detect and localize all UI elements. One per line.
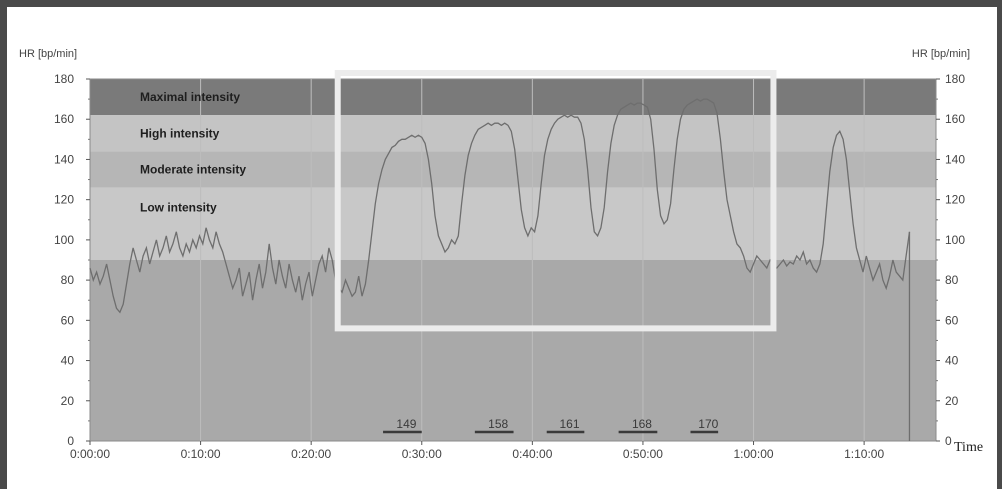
y-tick-label-left: 20 bbox=[61, 394, 75, 408]
y-tick-label-right: 140 bbox=[945, 152, 965, 166]
zone-band bbox=[90, 151, 936, 188]
zone-band bbox=[90, 115, 936, 152]
y-tick-label-left: 80 bbox=[61, 273, 75, 287]
y-tick-label-right: 40 bbox=[945, 354, 959, 368]
y-tick-label-right: 160 bbox=[945, 112, 965, 126]
x-tick-label: 1:00:00 bbox=[734, 447, 774, 461]
y-tick-label-left: 40 bbox=[61, 354, 75, 368]
interval-highlight bbox=[334, 70, 777, 332]
x-tick-label: 0:20:00 bbox=[291, 447, 331, 461]
interval-label: 149 bbox=[396, 417, 416, 431]
zone-band bbox=[90, 187, 936, 260]
x-tick-label: 0:30:00 bbox=[402, 447, 442, 461]
x-tick-label: 0:40:00 bbox=[512, 447, 552, 461]
zone-label: High intensity bbox=[140, 126, 220, 140]
interval-label: 168 bbox=[632, 417, 652, 431]
heart-rate-chart: Maximal intensity High intensity Moderate … bbox=[19, 48, 983, 461]
y-tick-label-left: 160 bbox=[54, 112, 74, 126]
y-tick-label-left: 120 bbox=[54, 193, 74, 207]
y-tick-label-left: 0 bbox=[67, 434, 74, 448]
y-tick-label-right: 0 bbox=[945, 434, 952, 448]
intensity-zones bbox=[89, 78, 937, 442]
axes: 0 0 20 20 40 40 60 60 80 80 100 100 120 120 140 140 160 1… bbox=[54, 72, 965, 461]
y-axis-label-left: HR [bp/min] bbox=[19, 48, 77, 60]
y-tick-label-left: 180 bbox=[54, 72, 74, 86]
y-tick-label-right: 100 bbox=[945, 233, 965, 247]
vertical-gridlines bbox=[200, 79, 865, 441]
zone-label: Low intensity bbox=[140, 201, 217, 215]
zone-band bbox=[90, 79, 936, 116]
y-tick-label-left: 100 bbox=[54, 233, 74, 247]
interval-label: 161 bbox=[560, 417, 580, 431]
zone-labels: Maximal intensity High intensity Moderate … bbox=[140, 90, 246, 215]
below-zone-band bbox=[90, 260, 936, 441]
x-axis-label: Time bbox=[954, 440, 983, 455]
y-tick-label-right: 60 bbox=[945, 313, 959, 327]
y-tick-label-left: 140 bbox=[54, 152, 74, 166]
x-tick-label: 0:00:00 bbox=[70, 447, 110, 461]
y-tick-label-right: 180 bbox=[945, 72, 965, 86]
y-tick-label-right: 120 bbox=[945, 193, 965, 207]
x-tick-label: 1:10:00 bbox=[844, 447, 884, 461]
y-tick-label-right: 20 bbox=[945, 394, 959, 408]
y-axis-label-right: HR [bp/min] bbox=[912, 48, 970, 60]
y-tick-label-right: 80 bbox=[945, 273, 959, 287]
interval-label: 170 bbox=[698, 417, 718, 431]
zone-label: Maximal intensity bbox=[140, 90, 240, 104]
x-tick-label: 0:50:00 bbox=[623, 447, 663, 461]
y-tick-label-left: 60 bbox=[61, 313, 75, 327]
interval-markers: 149 158 161 168 170 bbox=[383, 417, 719, 434]
interval-label: 158 bbox=[488, 417, 508, 431]
highlight-rectangle bbox=[334, 70, 777, 332]
zone-label: Moderate intensity bbox=[140, 163, 246, 177]
x-tick-label: 0:10:00 bbox=[181, 447, 221, 461]
